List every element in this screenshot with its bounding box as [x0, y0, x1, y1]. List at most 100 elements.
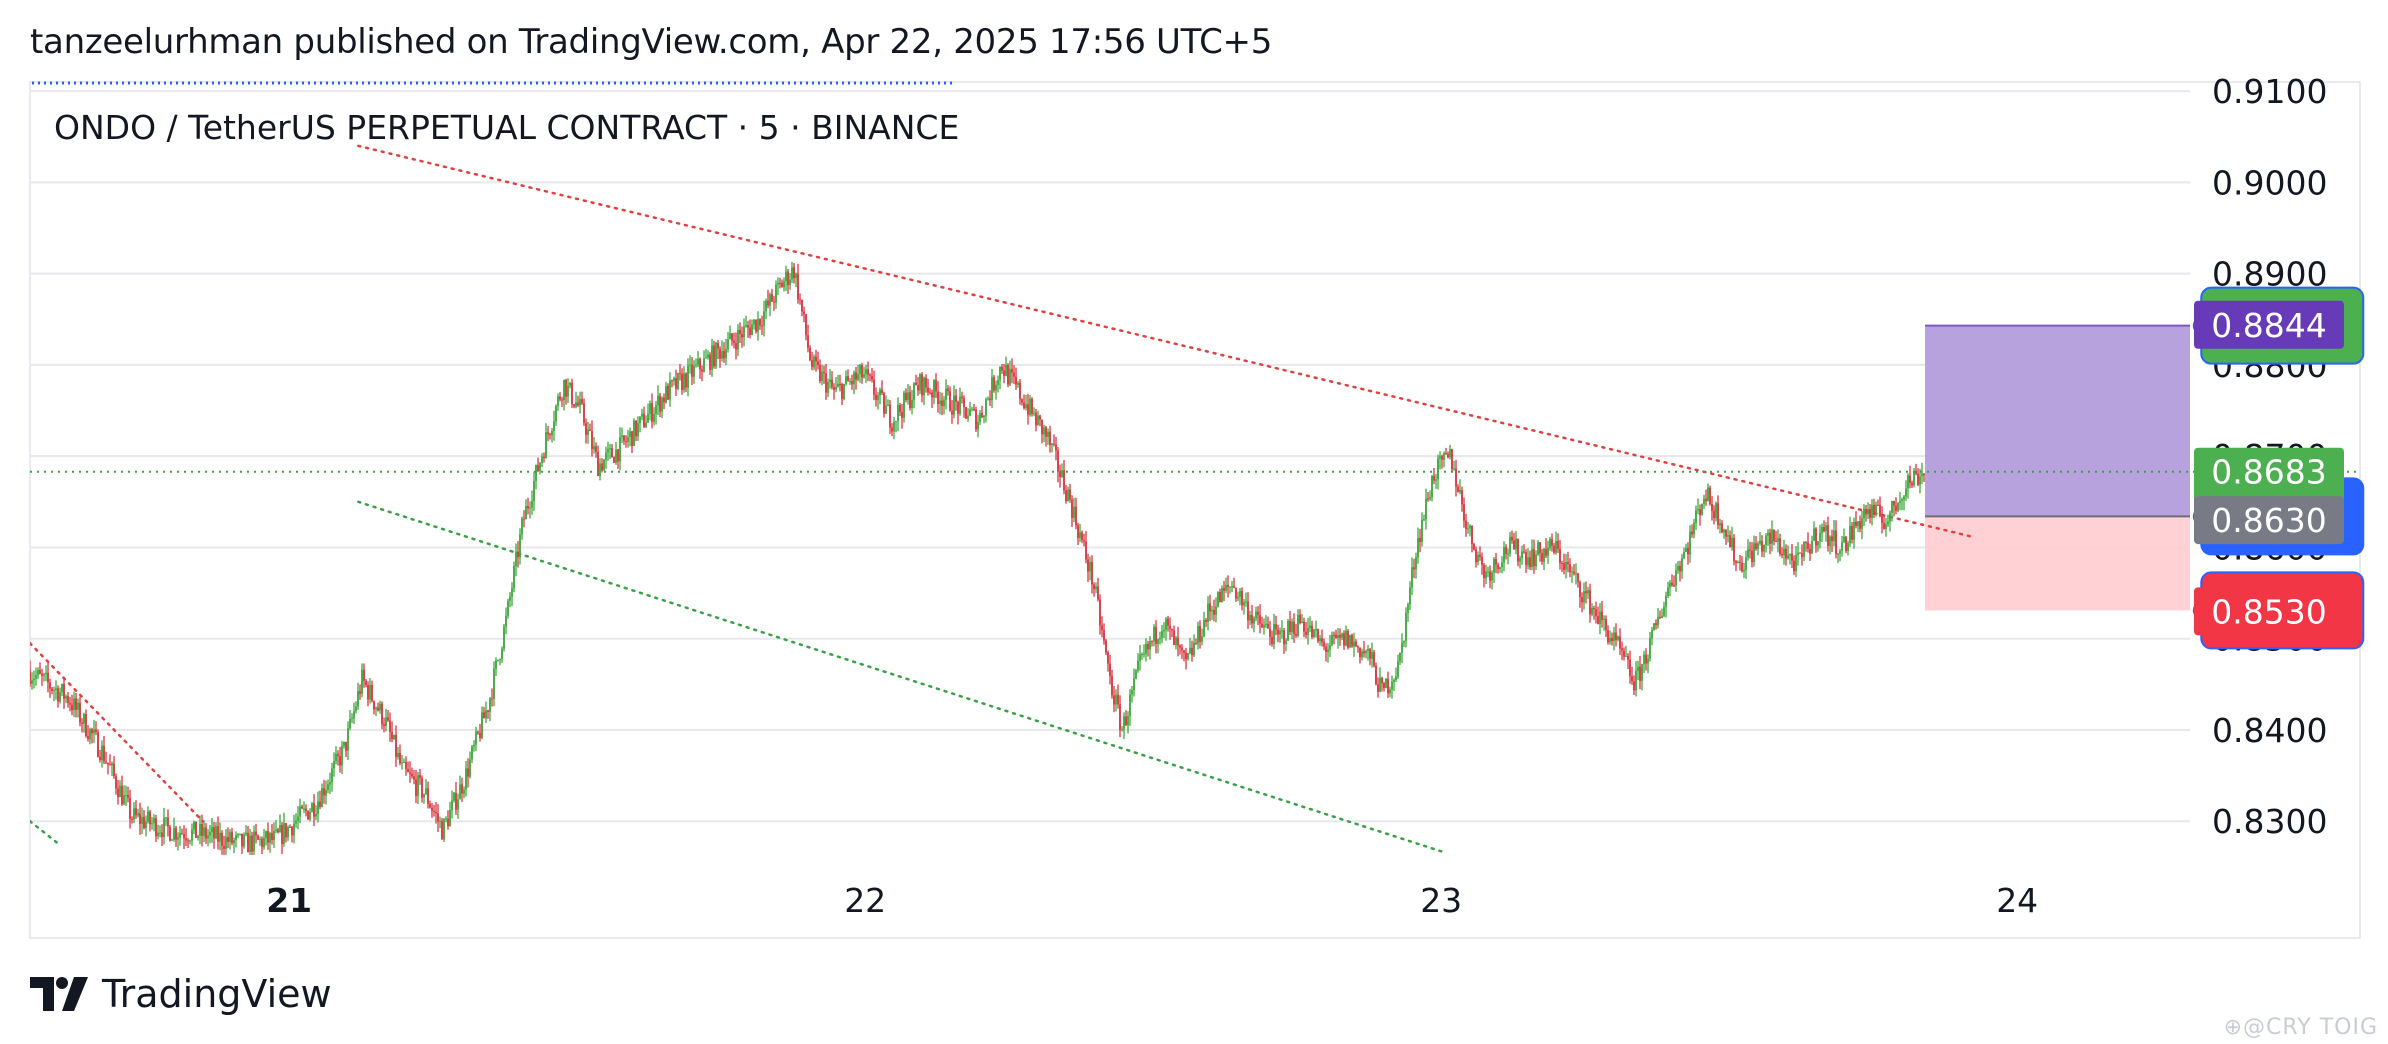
candle-body — [1579, 581, 1581, 598]
trend-lines[interactable] — [30, 144, 1973, 853]
candle-body — [1431, 475, 1433, 498]
candle-body — [1449, 449, 1451, 458]
y-tick-label: 0.9100 — [2212, 72, 2327, 111]
candle-body — [105, 761, 107, 763]
candle-body — [1789, 553, 1791, 556]
badge-stop-text: 0.8530 — [2211, 592, 2326, 631]
candle-body — [293, 823, 295, 836]
plot-area[interactable] — [29, 144, 2207, 861]
candle-body — [1685, 548, 1687, 553]
candle-body — [921, 374, 923, 396]
candle-body — [821, 371, 823, 382]
trend-line-left-resistance[interactable] — [30, 642, 205, 823]
candle-body — [1827, 525, 1829, 546]
candle-body — [429, 803, 431, 808]
candle-body — [1477, 554, 1479, 563]
candle-body — [721, 351, 723, 359]
candle-body — [211, 827, 213, 832]
position-tool[interactable] — [1925, 324, 2207, 611]
candle-body — [1119, 704, 1121, 730]
candle-body — [463, 789, 465, 794]
candle-body — [1607, 630, 1609, 643]
candle-body — [881, 389, 883, 394]
candle-body — [763, 311, 765, 326]
candle-body — [301, 806, 303, 809]
candle-body — [617, 449, 619, 462]
candle-body — [1429, 497, 1431, 500]
candle-body — [633, 420, 635, 446]
candle-body — [1825, 525, 1827, 532]
candle-body — [1743, 569, 1745, 572]
candle-body — [257, 835, 259, 840]
stop-zone[interactable] — [1925, 516, 2207, 611]
candle-body — [1311, 625, 1313, 637]
candle-body — [251, 835, 253, 852]
candle-body — [643, 413, 645, 428]
candle-body — [177, 837, 179, 840]
candle-body — [1805, 542, 1807, 544]
candle-body — [1215, 606, 1217, 615]
time-axis[interactable]: 21 22 23 24 — [266, 881, 2038, 920]
candle-body — [453, 792, 455, 801]
target-zone[interactable] — [1925, 325, 2207, 517]
candle-body — [1901, 499, 1903, 502]
candle-body — [1689, 531, 1691, 555]
candle-body — [779, 282, 781, 284]
trend-line-left-support[interactable] — [30, 819, 61, 846]
candle-body — [455, 792, 457, 810]
candle-body — [1281, 630, 1283, 632]
candle-body — [139, 813, 141, 824]
candle-body — [1291, 621, 1293, 633]
candle-body — [1797, 552, 1799, 555]
candle-body — [1491, 572, 1493, 581]
candle-body — [167, 817, 169, 827]
candle-body — [1519, 558, 1521, 562]
candle-body — [309, 811, 311, 820]
candle-body — [547, 432, 549, 435]
candle-body — [1833, 530, 1835, 542]
candle-body — [755, 319, 757, 332]
candle-body — [1523, 551, 1525, 553]
candle-body — [153, 818, 155, 824]
trend-line-lower-support[interactable] — [357, 500, 1443, 853]
candle-body — [1021, 399, 1023, 403]
candle-body — [911, 400, 913, 409]
candle-body — [705, 357, 707, 359]
candle-body — [673, 378, 675, 381]
candle-body — [907, 392, 909, 401]
candle-body — [1755, 543, 1757, 549]
candle-body — [683, 373, 685, 390]
candle-body — [1109, 663, 1111, 676]
candle-body — [743, 326, 745, 338]
candle-body — [1841, 542, 1843, 551]
candle-body — [151, 823, 153, 825]
candle-body — [555, 406, 557, 422]
candle-body — [119, 785, 121, 797]
candle-body — [291, 826, 293, 836]
candle-body — [603, 460, 605, 471]
trend-line-upper-resistance[interactable] — [357, 144, 1973, 538]
candle-body — [215, 826, 217, 839]
tradingview-logo[interactable]: TradingView — [30, 972, 332, 1016]
candle-body — [1047, 431, 1049, 437]
candle-body — [1451, 449, 1453, 470]
candle-body — [1217, 591, 1219, 607]
candle-body — [927, 387, 929, 393]
candle-body — [581, 399, 583, 404]
candles — [30, 261, 1925, 855]
candle-body — [1327, 649, 1329, 652]
candle-body — [1723, 529, 1725, 533]
candle-body — [503, 626, 505, 649]
candle-body — [1811, 540, 1813, 554]
candle-body — [233, 840, 235, 844]
candle-body — [573, 404, 575, 407]
candle-body — [727, 339, 729, 349]
candle-body — [1611, 637, 1613, 642]
candle-body — [1383, 682, 1385, 688]
candle-body — [137, 813, 139, 816]
candle-body — [1035, 412, 1037, 426]
y-tick-label: 0.8300 — [2212, 802, 2327, 841]
candle-body — [1145, 644, 1147, 654]
